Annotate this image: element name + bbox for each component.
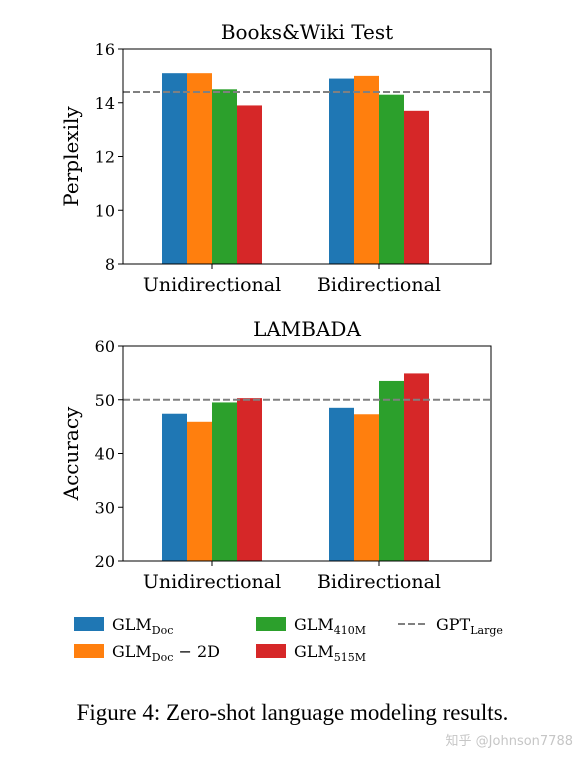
bar xyxy=(404,373,429,561)
y-tick-label: 60 xyxy=(95,337,115,356)
bar xyxy=(354,414,379,561)
bar xyxy=(354,75,379,264)
x-tick-label: Unidirectional xyxy=(143,274,281,296)
bar xyxy=(237,105,262,264)
x-tick-label: Unidirectional xyxy=(143,571,281,593)
bar xyxy=(404,110,429,264)
bar xyxy=(379,94,404,264)
y-tick-label: 12 xyxy=(95,148,115,167)
y-axis-label: Perplexily xyxy=(59,106,83,207)
legend-swatch xyxy=(256,617,286,631)
y-tick-label: 30 xyxy=(95,498,115,517)
bar xyxy=(187,421,212,561)
bar xyxy=(329,78,354,264)
watermark: 知乎 @Johnson7788 xyxy=(445,734,573,749)
y-tick-label: 10 xyxy=(95,201,115,220)
legend-swatch xyxy=(74,617,104,631)
y-tick-label: 16 xyxy=(95,40,115,59)
bar xyxy=(237,398,262,561)
legend-swatch xyxy=(74,644,104,658)
legend-label: GLM410M xyxy=(294,615,366,637)
legend-label: GLMDoc xyxy=(112,615,173,637)
bar xyxy=(212,402,237,561)
x-tick-label: Bidirectional xyxy=(317,571,441,593)
legend-label: GLM515M xyxy=(294,642,366,664)
bar xyxy=(329,407,354,561)
y-tick-label: 50 xyxy=(95,391,115,410)
bar xyxy=(212,89,237,264)
legend-label: GLMDoc − 2D xyxy=(112,642,220,664)
y-tick-label: 14 xyxy=(95,94,115,113)
figure-caption: Figure 4: Zero-shot language modeling re… xyxy=(76,700,509,725)
bar xyxy=(379,380,404,561)
legend-label: GPTLarge xyxy=(436,615,503,637)
bar xyxy=(187,73,212,264)
legend-swatch xyxy=(256,644,286,658)
y-tick-label: 20 xyxy=(95,552,115,571)
y-tick-label: 40 xyxy=(95,445,115,464)
y-tick-label: 8 xyxy=(105,255,115,274)
chart-title: LAMBADA xyxy=(253,317,361,341)
chart-title: Books&Wiki Test xyxy=(221,20,393,44)
bar xyxy=(162,413,187,561)
figure-canvas: Books&Wiki Test Perplexily Unidirectional B… xyxy=(59,20,503,664)
y-axis-label: Accuracy xyxy=(59,406,83,501)
x-tick-label: Bidirectional xyxy=(317,274,441,296)
bar xyxy=(162,73,187,264)
